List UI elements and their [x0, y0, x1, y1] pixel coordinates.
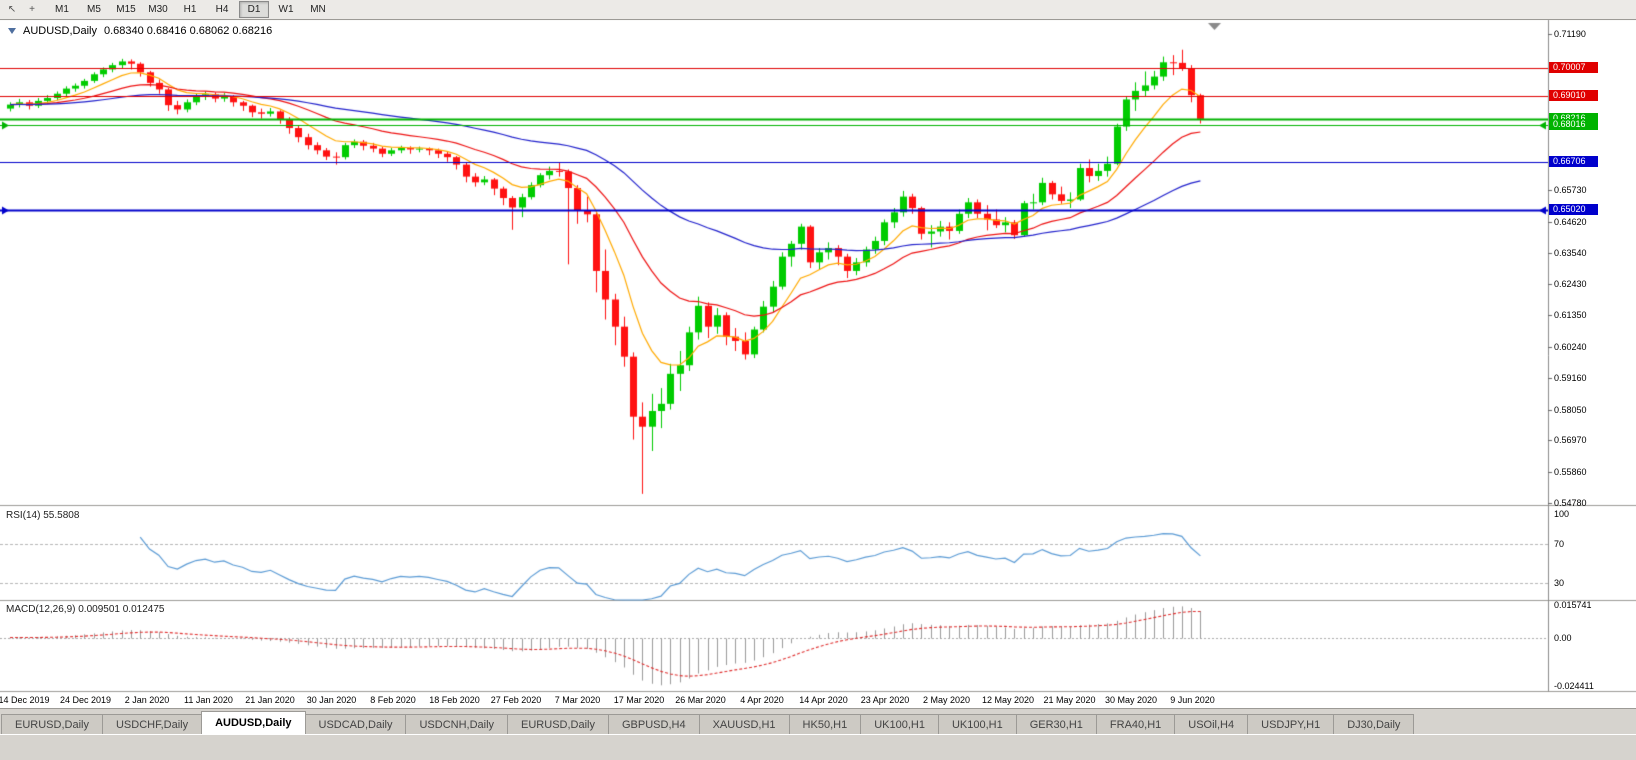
rsi-scale-label: 100 — [1554, 508, 1570, 519]
price-axis-label: 0.61350 — [1554, 310, 1587, 321]
date-axis-label: 23 Apr 2020 — [860, 695, 910, 705]
price-axis-label: 0.56970 — [1554, 435, 1587, 446]
hline-price-badge: 0.70007 — [1549, 61, 1598, 73]
price-axis-label: 0.55860 — [1554, 467, 1587, 478]
hline-price-badge: 0.68016 — [1549, 118, 1598, 130]
date-axis-label: 24 Dec 2019 — [59, 695, 112, 705]
chart-ohlc-readout: 0.68340 0.68416 0.68062 0.68216 — [103, 25, 273, 37]
date-axis-label: 2 Jan 2020 — [124, 695, 170, 705]
timeframe-button-h4[interactable]: H4 — [215, 4, 229, 15]
chart-tab-uk100-h1[interactable]: UK100,H1 — [860, 714, 939, 734]
crosshair-icon[interactable]: + — [29, 4, 35, 15]
date-axis-label: 4 Apr 2020 — [740, 695, 784, 705]
price-axis-label: 0.60240 — [1554, 341, 1587, 352]
chart-tab-bar: EURUSD,Daily USDCHF,Daily AUDUSD,Daily USDC… — [0, 708, 1636, 734]
date-axis-label: 14 Apr 2020 — [799, 695, 848, 705]
hline-price-badge: 0.69010 — [1549, 90, 1598, 102]
chart-symbol-period: AUDUSD,Daily — [23, 25, 97, 37]
rsi-indicator-label: RSI(14) 55.5808 — [6, 510, 80, 521]
date-axis-label: 7 Mar 2020 — [554, 695, 601, 705]
timeframe-button-d1[interactable]: D1 — [239, 1, 269, 18]
chart-tab-hk50-h1[interactable]: HK50,H1 — [788, 714, 862, 734]
date-axis-label: 9 Jun 2020 — [1170, 695, 1215, 705]
hline-price-badge: 0.65020 — [1549, 204, 1598, 216]
status-bar — [0, 734, 1636, 760]
price-axis-label: 0.63540 — [1554, 247, 1587, 258]
chart-tab-eurusd-daily[interactable]: EURUSD,Daily — [1, 714, 103, 734]
price-axis-label: 0.65730 — [1554, 185, 1587, 196]
timeframe-button-m15[interactable]: M15 — [116, 4, 136, 15]
timeframe-buttons: M1 M5 M15 M30 H1 H4 D1 W1 MN — [46, 1, 334, 18]
macd-indicator-label: MACD(12,26,9) 0.009501 0.012475 — [6, 604, 165, 615]
price-axis-label: 0.62430 — [1554, 279, 1587, 290]
date-axis-label: 27 Feb 2020 — [490, 695, 542, 705]
macd-scale-label: -0.024411 — [1554, 680, 1594, 691]
date-axis-label: 30 May 2020 — [1104, 695, 1158, 705]
date-axis-label: 17 Mar 2020 — [613, 695, 665, 705]
timeframe-button-h1[interactable]: H1 — [183, 4, 197, 15]
macd-scale-label: 0.015741 — [1554, 600, 1592, 610]
date-axis-label: 21 May 2020 — [1043, 695, 1096, 705]
chart-title: AUDUSD,Daily 0.68340 0.68416 0.68062 0.6… — [8, 25, 272, 37]
cursor-icon[interactable]: ↖ — [7, 4, 17, 15]
date-axis-label: 18 Feb 2020 — [429, 695, 480, 705]
chart-tab-uk100-h1[interactable]: UK100,H1 — [937, 714, 1017, 734]
chart-tab-usdjpy-h1[interactable]: USDJPY,H1 — [1247, 714, 1335, 734]
date-axis-label: 8 Feb 2020 — [370, 695, 416, 705]
chart-menu-icon[interactable] — [8, 28, 16, 34]
timeframe-button-m5[interactable]: M5 — [87, 4, 101, 15]
date-axis-label: 12 May 2020 — [981, 695, 1035, 705]
chart-tab-gbpusd-h4[interactable]: GBPUSD,H4 — [608, 714, 700, 734]
rsi-scale-label: 30 — [1554, 578, 1565, 589]
chart-tab-eurusd-daily[interactable]: EURUSD,Daily — [507, 714, 609, 734]
rsi-scale-label: 70 — [1554, 538, 1565, 549]
price-axis-label: 0.58050 — [1554, 404, 1587, 415]
timeframe-button-w1[interactable]: W1 — [278, 4, 294, 15]
chart-tab-usoil-h4[interactable]: USOil,H4 — [1174, 714, 1249, 734]
date-axis-label: 21 Jan 2020 — [245, 695, 295, 705]
date-axis-label: 30 Jan 2020 — [306, 695, 357, 705]
price-axis-label: 0.71190 — [1554, 29, 1586, 39]
price-axis-label: 0.54780 — [1554, 498, 1587, 508]
price-axis-label: 0.64620 — [1554, 216, 1587, 227]
chart-tab-audusd-daily[interactable]: AUDUSD,Daily — [201, 711, 306, 734]
date-axis-label: 14 Dec 2019 — [0, 695, 50, 705]
chart-tab-xauusd-h1[interactable]: XAUUSD,H1 — [698, 714, 790, 734]
hline-price-badge: 0.68216 — [1549, 112, 1598, 124]
macd-scale-label: 0.00 — [1554, 632, 1572, 643]
chart-tab-usdcad-daily[interactable]: USDCAD,Daily — [304, 714, 407, 734]
timeframe-button-m1[interactable]: M1 — [55, 4, 69, 15]
timeframe-button-m30[interactable]: M30 — [148, 4, 168, 15]
chart-tab-dj30-daily[interactable]: DJ30,Daily — [1333, 714, 1415, 734]
price-axis-label: 0.59160 — [1554, 372, 1587, 383]
timeframe-toolbar: ↖ + M1 M5 M15 M30 H1 H4 D1 W1 MN — [0, 0, 1636, 20]
chart-tab-fra40-h1[interactable]: FRA40,H1 — [1095, 714, 1176, 734]
hline-price-badge: 0.66706 — [1549, 156, 1598, 168]
timeframe-button-mn[interactable]: MN — [310, 4, 326, 15]
chart-tab-ger30-h1[interactable]: GER30,H1 — [1015, 714, 1097, 734]
chart-tab-usdchf-daily[interactable]: USDCHF,Daily — [101, 714, 203, 734]
date-axis-label: 2 May 2020 — [922, 695, 971, 705]
date-axis-label: 26 Mar 2020 — [675, 695, 726, 705]
date-axis-label: 11 Jan 2020 — [184, 695, 233, 705]
chart-tab-usdcnh-daily[interactable]: USDCNH,Daily — [405, 714, 509, 734]
